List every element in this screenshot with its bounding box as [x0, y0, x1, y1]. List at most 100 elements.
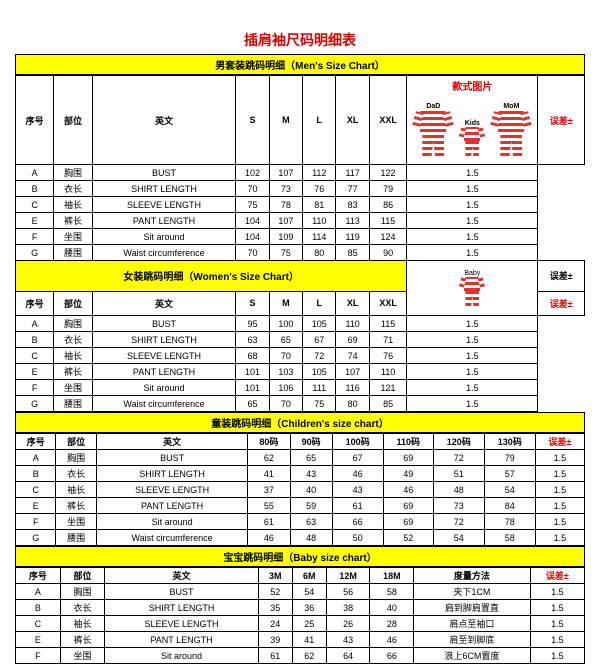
size-chart-container: 插肩袖尺码明细表 男套装跳码明细（Men's Size Chart） 序号部位英… — [0, 0, 600, 600]
cell: 48 — [433, 482, 484, 498]
cell: Sit around — [96, 514, 247, 530]
cell: 116 — [336, 380, 369, 396]
cell: 51 — [433, 466, 484, 482]
cell: G — [16, 530, 56, 546]
cell: 1.5 — [530, 600, 584, 616]
col-header: 90码 — [290, 434, 332, 450]
table-row: E裤长PANT LENGTH1011031051071101.5 — [16, 364, 585, 380]
cell: 48 — [290, 530, 332, 546]
cell: 106 — [269, 380, 302, 396]
table-row: F坐围Sit around1041091141191241.5 — [16, 229, 585, 245]
cell: 107 — [336, 364, 369, 380]
cell: 71 — [369, 332, 407, 348]
cell: SHIRT LENGTH — [92, 181, 236, 197]
cell: E — [16, 213, 54, 229]
cell: 69 — [383, 450, 433, 466]
cell: 64 — [326, 648, 370, 664]
cell: SHIRT LENGTH — [92, 332, 236, 348]
cell: 75 — [269, 245, 302, 261]
tolerance-cell: 1.5 — [407, 229, 538, 245]
cell: 裤长 — [54, 364, 92, 380]
cell: 70 — [269, 396, 302, 412]
cell: 70 — [236, 245, 269, 261]
cell: 102 — [236, 165, 269, 181]
cell: 65 — [290, 450, 332, 466]
col-header: 6M — [292, 568, 326, 584]
cell: 1.5 — [535, 530, 584, 546]
cell: 65 — [269, 332, 302, 348]
cell: F — [16, 514, 56, 530]
cell: 75 — [303, 396, 336, 412]
cell: Waist circumference — [92, 396, 236, 412]
cell: 62 — [292, 648, 326, 664]
cell: 78 — [484, 514, 535, 530]
cell: 76 — [369, 348, 407, 364]
cell: 37 — [248, 482, 290, 498]
cell: 56 — [326, 584, 370, 600]
col-header: 80码 — [248, 434, 290, 450]
table-row: E裤长PANT LENGTH39414346肩至到脚底1.5 — [16, 632, 585, 648]
cell: BUST — [96, 450, 247, 466]
cell: 85 — [336, 245, 369, 261]
cell: SLEEVE LENGTH — [92, 197, 236, 213]
cell: 95 — [236, 316, 269, 332]
cell: C — [16, 348, 54, 364]
cell: 84 — [484, 498, 535, 514]
cell: A — [16, 450, 56, 466]
cell: 胸围 — [54, 316, 92, 332]
cell: E — [16, 632, 61, 648]
cell: 124 — [369, 229, 407, 245]
col-header: L — [303, 291, 336, 315]
col-header: 序号 — [16, 76, 54, 165]
col-header: 18M — [370, 568, 414, 584]
cell: 50 — [332, 530, 383, 546]
cell: 115 — [369, 316, 407, 332]
cell: 衣长 — [54, 332, 92, 348]
cell: 61 — [332, 498, 383, 514]
cell: 72 — [433, 450, 484, 466]
cell: C — [16, 197, 54, 213]
children-section: 童装跳码明细（Children's size chart） 序号部位英文80码9… — [15, 412, 585, 546]
cell: 101 — [236, 380, 269, 396]
cell: 25 — [292, 616, 326, 632]
col-header: 序号 — [16, 568, 61, 584]
cell: 74 — [336, 348, 369, 364]
cell: 1.5 — [535, 450, 584, 466]
cell: 1.5 — [535, 498, 584, 514]
cell: 119 — [336, 229, 369, 245]
table-row: B衣长SHIRT LENGTH70737677791.5 — [16, 181, 585, 197]
figure-label: Baby — [464, 270, 480, 277]
womens-title: 女装跳码明细（Women's Size Chart） — [16, 261, 407, 292]
cell: 1.5 — [530, 584, 584, 600]
cell: 腰围 — [56, 530, 96, 546]
cell: 26 — [326, 616, 370, 632]
main-title: 插肩袖尺码明细表 — [15, 30, 585, 50]
table-row: G腰围Waist circumference65707580851.5 — [16, 396, 585, 412]
cell: 72 — [303, 348, 336, 364]
cell: 52 — [383, 530, 433, 546]
cell: 65 — [236, 396, 269, 412]
cell: 1.5 — [535, 482, 584, 498]
cell: C — [16, 482, 56, 498]
cell: 40 — [370, 600, 414, 616]
cell: 46 — [383, 482, 433, 498]
cell: 86 — [369, 197, 407, 213]
tolerance-cell: 1.5 — [407, 348, 538, 364]
cell: 114 — [303, 229, 336, 245]
tolerance-header: 误差± — [535, 434, 584, 450]
cell: 坐围 — [54, 229, 92, 245]
cell: 69 — [383, 514, 433, 530]
cell: 43 — [326, 632, 370, 648]
col-header: M — [269, 291, 302, 315]
cell: 110 — [303, 213, 336, 229]
cell: 62 — [248, 450, 290, 466]
cell: PANT LENGTH — [92, 213, 236, 229]
cell: 109 — [269, 229, 302, 245]
cell: 40 — [290, 482, 332, 498]
cell: 79 — [484, 450, 535, 466]
cell: 35 — [258, 600, 292, 616]
cell: 101 — [236, 364, 269, 380]
style-image: 款式图片DaDKidsMoM — [407, 76, 538, 165]
cell: 43 — [332, 482, 383, 498]
tolerance-header: 误差± — [530, 568, 584, 584]
